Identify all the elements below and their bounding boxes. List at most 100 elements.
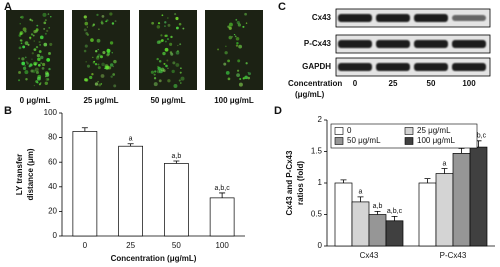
y-tick-label: 60 bbox=[48, 157, 57, 166]
fluorescence-spot bbox=[44, 71, 49, 75]
fluorescence-spot bbox=[165, 64, 168, 68]
fluorescence-spot bbox=[40, 62, 42, 64]
fluorescence-spot bbox=[178, 22, 182, 26]
fluorescence-spot bbox=[167, 23, 171, 27]
legend-label: 25 μg/mL bbox=[417, 126, 451, 135]
fluorescence-spot bbox=[85, 61, 87, 63]
fluorescence-spot bbox=[109, 41, 114, 45]
fluorescence-spot bbox=[24, 41, 29, 45]
fluorescence-spot bbox=[233, 33, 236, 36]
fluorescence-spot bbox=[29, 37, 32, 40]
fluorescence-spot bbox=[161, 14, 164, 17]
blot-row-label: GAPDH bbox=[302, 62, 331, 71]
bar bbox=[164, 163, 189, 237]
fluorescence-spot bbox=[180, 67, 182, 69]
bar bbox=[209, 197, 235, 237]
fluorescence-spot bbox=[173, 84, 178, 88]
panel-label: B bbox=[4, 105, 12, 117]
fluorescence-spot bbox=[38, 40, 41, 44]
fluorescence-spot bbox=[242, 77, 245, 80]
fluorescence-spot bbox=[151, 21, 155, 25]
legend-label: 50 μg/mL bbox=[347, 136, 381, 145]
y-tick-label: 40 bbox=[48, 182, 57, 191]
fluorescence-spot bbox=[245, 62, 248, 65]
fluorescence-spot bbox=[245, 22, 248, 24]
x-tick-label: P-Cx43 bbox=[440, 251, 467, 260]
fluorescence-spot bbox=[47, 13, 50, 15]
fluorescence-spot bbox=[39, 44, 41, 46]
fluorescence-spot bbox=[30, 33, 34, 36]
fluorescence-spot bbox=[235, 37, 240, 41]
bar bbox=[418, 182, 437, 247]
fluorescence-spot bbox=[29, 18, 32, 21]
significance-label: a bbox=[129, 136, 133, 143]
fluorescence-spot bbox=[150, 70, 155, 74]
fluorescence-spot bbox=[85, 32, 88, 35]
fluorescence-spot bbox=[49, 42, 53, 46]
blot-band bbox=[452, 40, 486, 48]
bar bbox=[334, 182, 353, 247]
panel-label: D bbox=[274, 105, 282, 117]
significance-label: a,b bbox=[373, 203, 383, 210]
y-tick-label: 0.5 bbox=[311, 210, 323, 219]
fluorescence-spot bbox=[84, 44, 88, 48]
significance-label: a,b,c bbox=[471, 133, 487, 140]
y-axis-label: LY transfer bbox=[15, 154, 24, 195]
fluorescence-spot bbox=[162, 51, 166, 56]
fluorescence-spot bbox=[153, 73, 156, 76]
fluorescence-spot bbox=[89, 75, 93, 80]
fluorescence-spot bbox=[48, 27, 51, 29]
fluorescence-spot bbox=[38, 83, 41, 86]
significance-label: a,b bbox=[172, 153, 182, 160]
fluorescence-spot bbox=[31, 19, 34, 22]
significance-label: a,b,c bbox=[387, 208, 403, 215]
fluorescence-spot bbox=[101, 20, 103, 22]
bar bbox=[118, 145, 143, 237]
fluorescence-spot bbox=[227, 59, 230, 63]
fluorescence-spot bbox=[156, 57, 159, 61]
fluorescence-spot bbox=[178, 79, 181, 82]
fluorescence-spot bbox=[109, 12, 113, 16]
fluorescence-spot bbox=[111, 22, 115, 25]
legend-box bbox=[330, 123, 478, 149]
fluorescence-spot bbox=[33, 84, 36, 87]
panel-label: A bbox=[4, 1, 12, 13]
blot-band bbox=[414, 40, 448, 48]
fluorescence-spot bbox=[164, 21, 167, 24]
fluorescence-spot bbox=[109, 63, 114, 67]
fluorescence-spot bbox=[38, 50, 42, 53]
bar bbox=[72, 131, 98, 237]
fluorescence-spot bbox=[22, 45, 26, 49]
fluorescence-spot bbox=[164, 40, 167, 43]
fluorescence-spot bbox=[244, 75, 248, 80]
fluorescence-spot bbox=[227, 25, 230, 28]
fluorescence-spot bbox=[170, 52, 174, 56]
fluorescence-spot bbox=[172, 61, 176, 65]
fluorescence-spot bbox=[41, 62, 46, 67]
fluorescence-spot bbox=[113, 59, 117, 64]
fluorescence-spot bbox=[99, 55, 103, 59]
blot-row-label: Cx43 bbox=[312, 13, 332, 22]
fluorescence-spot bbox=[157, 66, 161, 71]
fluorescence-spot bbox=[235, 18, 238, 21]
fluorescence-spot bbox=[231, 35, 234, 38]
fluorescence-spot bbox=[95, 56, 100, 60]
y-tick-label: 20 bbox=[48, 207, 57, 216]
error-bar bbox=[357, 196, 364, 202]
fluorescence-spot bbox=[98, 28, 100, 30]
fluorescence-spot bbox=[228, 35, 233, 40]
fluorescence-spot bbox=[36, 81, 39, 84]
fluorescence-spot bbox=[37, 57, 41, 62]
fluorescence-spot bbox=[180, 76, 185, 81]
fluorescence-spot bbox=[92, 23, 96, 26]
fluorescence-spot bbox=[83, 49, 87, 53]
fluorescence-spot bbox=[225, 45, 227, 48]
blot-band bbox=[452, 15, 486, 21]
fluorescence-spot bbox=[227, 77, 231, 81]
fluorescence-spot bbox=[30, 69, 34, 73]
significance-label: a bbox=[359, 189, 363, 196]
fluorescence-spot bbox=[179, 71, 182, 74]
fluorescence-spot bbox=[84, 78, 89, 82]
fluorescence-spot bbox=[20, 16, 22, 18]
fluorescence-spot bbox=[236, 21, 240, 25]
